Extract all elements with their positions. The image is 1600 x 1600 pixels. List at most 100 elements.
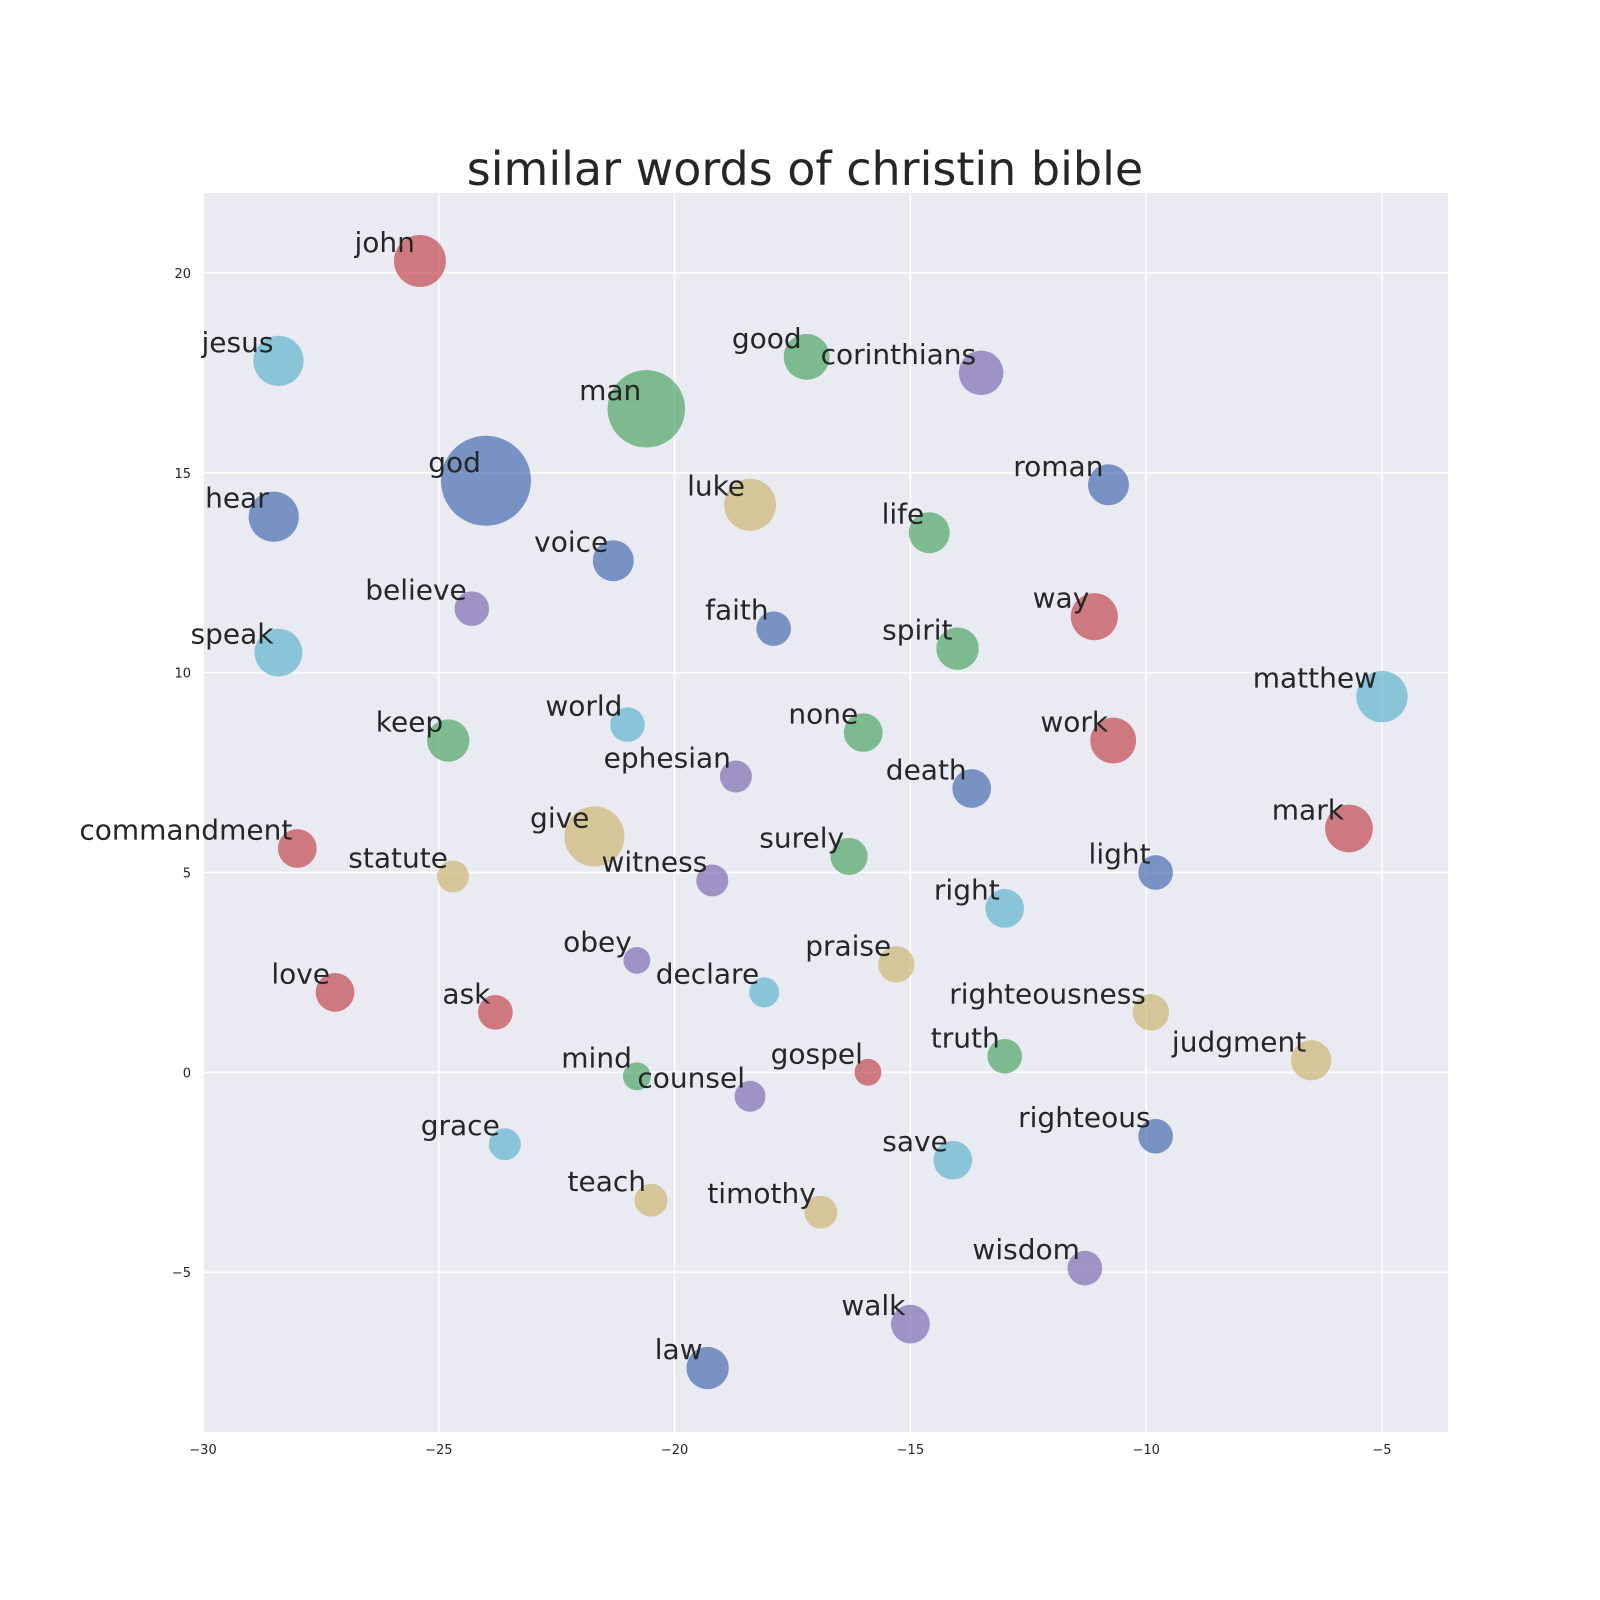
label-mark: mark: [1272, 793, 1345, 826]
bubble-counsel: [734, 1080, 766, 1112]
bubble-speak: [254, 628, 303, 677]
bubble-hear: [248, 491, 299, 542]
y-axis-ticks: −5 0 5 10 15 20: [172, 267, 191, 1281]
bubble-righteous: [1138, 1118, 1173, 1154]
label-john: john: [354, 226, 415, 259]
label-work: work: [1040, 706, 1109, 739]
bubble-timothy: [804, 1195, 838, 1229]
label-timothy: timothy: [707, 1177, 815, 1210]
label-ask: ask: [442, 977, 491, 1010]
x-tick-label: −30: [189, 1443, 216, 1458]
bubble-righteousness: [1132, 994, 1170, 1031]
label-save: save: [882, 1125, 948, 1158]
label-right: right: [934, 873, 1000, 906]
label-world: world: [545, 690, 622, 723]
bubble-jesus: [253, 335, 304, 386]
bubble-grace: [488, 1128, 521, 1161]
bubble-gospel: [854, 1058, 882, 1086]
label-speak: speak: [190, 618, 274, 651]
label-witness: witness: [602, 845, 708, 878]
label-righteous: righteous: [1018, 1101, 1150, 1134]
bubble-commandment: [277, 829, 317, 868]
word-labels: john jesus good corinthians man god roman hear l…: [79, 226, 1377, 1366]
bubble-world: [610, 707, 645, 742]
bubbles: [248, 234, 1408, 1390]
bubble-teach: [634, 1183, 668, 1217]
y-tick-label: −5: [172, 1266, 191, 1281]
y-tick-label: 0: [183, 1066, 191, 1081]
bubble-none: [843, 713, 883, 752]
chart-title: similar words of christin bible: [467, 142, 1143, 196]
y-tick-label: 10: [174, 667, 191, 682]
x-tick-label: −5: [1372, 1443, 1391, 1458]
bubble-obey: [623, 946, 651, 974]
bubble-mind: [622, 1062, 651, 1091]
label-matthew: matthew: [1253, 662, 1377, 695]
label-faith: faith: [705, 594, 769, 627]
bubble-death: [952, 769, 992, 808]
bubble-judgment: [1291, 1040, 1332, 1081]
bubble-man: [607, 370, 686, 448]
label-judgment: judgment: [1171, 1025, 1306, 1058]
label-ephesian: ephesian: [604, 742, 731, 775]
x-axis-ticks: −30 −25 −20 −15 −10 −5: [189, 1443, 1391, 1458]
x-tick-label: −20: [661, 1443, 688, 1458]
bubble-declare: [749, 977, 780, 1008]
label-teach: teach: [567, 1165, 646, 1198]
x-tick-label: −25: [425, 1443, 452, 1458]
label-good: good: [732, 322, 802, 355]
bubble-roman: [1087, 464, 1129, 506]
bubble-save: [933, 1140, 973, 1180]
label-keep: keep: [376, 706, 443, 739]
bubble-keep: [427, 719, 470, 762]
bubble-spirit: [936, 627, 979, 670]
label-wisdom: wisdom: [972, 1233, 1079, 1266]
label-man: man: [579, 374, 641, 407]
bubble-ephesian: [719, 760, 752, 793]
x-tick-label: −10: [1132, 1443, 1159, 1458]
label-hear: hear: [205, 482, 269, 515]
label-law: law: [655, 1333, 703, 1366]
bubble-good: [783, 333, 830, 380]
bubble-give: [564, 806, 625, 867]
label-luke: luke: [687, 470, 745, 503]
label-walk: walk: [841, 1289, 906, 1322]
bubble-matthew: [1356, 670, 1408, 723]
label-god: god: [428, 446, 481, 479]
label-life: life: [882, 498, 925, 531]
label-jesus: jesus: [201, 326, 274, 359]
bubble-god: [440, 435, 531, 526]
label-voice: voice: [534, 526, 608, 559]
label-gospel: gospel: [771, 1037, 863, 1070]
label-way: way: [1033, 582, 1090, 615]
bubble-voice: [592, 540, 634, 582]
bubble-faith: [756, 611, 791, 646]
bubble-mark: [1325, 804, 1373, 853]
bubble-law: [686, 1346, 729, 1390]
bubble-ask: [478, 995, 513, 1030]
label-praise: praise: [805, 929, 891, 962]
bubble-john: [393, 234, 446, 287]
label-commandment: commandment: [79, 813, 292, 846]
label-declare: declare: [656, 957, 759, 990]
label-light: light: [1089, 837, 1151, 870]
label-grace: grace: [421, 1109, 500, 1142]
label-give: give: [530, 801, 589, 834]
label-corinthians: corinthians: [821, 338, 977, 371]
bubble-luke: [724, 478, 777, 531]
y-tick-label: 5: [183, 866, 191, 881]
bubble-statute: [436, 860, 469, 893]
bubble-surely: [830, 837, 868, 876]
plot-area: [203, 193, 1448, 1432]
label-believe: believe: [365, 574, 467, 607]
label-obey: obey: [563, 925, 632, 958]
label-righteousness: righteousness: [949, 977, 1146, 1010]
bubble-right: [985, 889, 1025, 928]
bubble-corinthians: [958, 350, 1004, 396]
bubble-light: [1138, 855, 1173, 890]
label-none: none: [788, 698, 858, 731]
bubble-wisdom: [1067, 1250, 1103, 1286]
label-death: death: [886, 754, 967, 787]
label-mind: mind: [561, 1041, 632, 1074]
